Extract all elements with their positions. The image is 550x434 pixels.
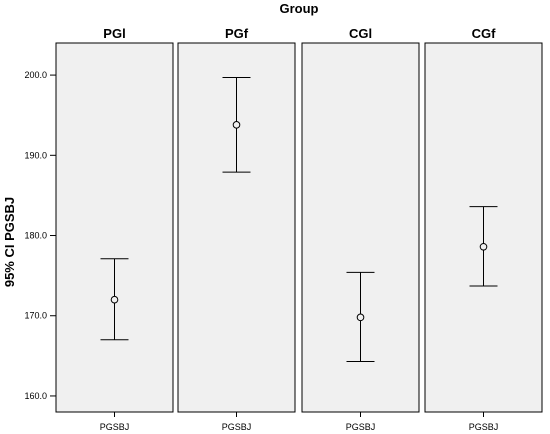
panel-cgf: CGf PGSBJ [424, 26, 543, 432]
panel-title: CGf [472, 26, 497, 41]
y-tick-label: 170.0 [24, 311, 47, 321]
x-tick-label: PGSBJ [346, 422, 376, 432]
panel-title: PGl [103, 26, 125, 41]
panel-frame [55, 42, 174, 413]
x-tick-label: PGSBJ [469, 422, 499, 432]
x-tick-label: PGSBJ [222, 422, 252, 432]
y-tick-label: 200.0 [24, 70, 47, 80]
y-tick-label: 180.0 [24, 231, 47, 241]
panel-cgl: CGl PGSBJ [301, 26, 420, 432]
x-tick-label: PGSBJ [100, 422, 130, 432]
panel-title: CGl [349, 26, 372, 41]
mean-point [479, 242, 488, 251]
y-axis: 160.0 170.0 180.0 190.0 200.0 [24, 70, 56, 401]
panel-pgl: PGl PGSBJ [55, 26, 174, 432]
panel-title: PGf [225, 26, 249, 41]
chart-title: Group [280, 1, 319, 16]
y-tick-label: 190.0 [24, 150, 47, 160]
panel-pgf: PGf PGSBJ [177, 26, 296, 432]
mean-point [356, 313, 365, 322]
y-axis-label: 95% CI PGSBJ [2, 197, 17, 287]
y-tick-label: 160.0 [24, 391, 47, 401]
mean-point [110, 295, 119, 304]
mean-point [232, 121, 241, 129]
panels: PGl PGSBJ PGf PGSBJ CGl PGSBJ CGf PGSBJ [55, 26, 543, 432]
